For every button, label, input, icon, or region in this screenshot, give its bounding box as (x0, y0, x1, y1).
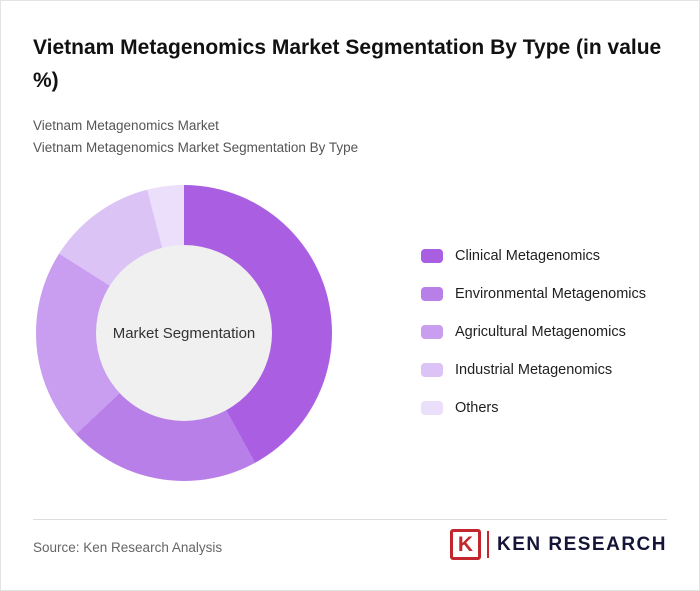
ken-research-logo: K KEN RESEARCH (449, 529, 667, 560)
legend-label: Agricultural Metagenomics (455, 324, 626, 340)
legend-label: Clinical Metagenomics (455, 248, 601, 264)
chart-legend: Clinical Metagenomics Environmental Meta… (421, 247, 646, 437)
legend-swatch-icon (421, 401, 443, 415)
donut-chart: Market Segmentation (36, 185, 332, 481)
chart-title: Vietnam Metagenomics Market Segmentation… (33, 36, 662, 92)
legend-label: Industrial Metagenomics (455, 362, 613, 378)
donut-center-label: Market Segmentation (112, 324, 256, 342)
donut-center: Market Segmentation (96, 245, 272, 421)
subtitle-line-1: Vietnam Metagenomics Market (33, 118, 219, 133)
legend-swatch-icon (421, 363, 443, 377)
legend-item: Others (421, 399, 646, 417)
footer-divider (33, 519, 667, 520)
legend-swatch-icon (421, 287, 443, 301)
logo-text: KEN RESEARCH (496, 533, 667, 555)
legend-item: Agricultural Metagenomics (421, 323, 646, 341)
logo-divider (486, 531, 489, 558)
legend-item: Clinical Metagenomics (421, 247, 646, 265)
legend-item: Environmental Metagenomics (421, 285, 646, 303)
subtitle-line-2: Vietnam Metagenomics Market Segmentation… (33, 139, 359, 155)
chart-subtitle: Vietnam Metagenomics Market Vietnam Meta… (33, 115, 358, 158)
legend-label: Others (455, 400, 499, 416)
legend-swatch-icon (421, 249, 443, 263)
legend-item: Industrial Metagenomics (421, 361, 646, 379)
logo-k-icon: K (449, 529, 481, 560)
source-text: Source: Ken Research Analysis (33, 540, 223, 555)
legend-swatch-icon (421, 325, 443, 339)
legend-label: Environmental Metagenomics (455, 286, 647, 302)
